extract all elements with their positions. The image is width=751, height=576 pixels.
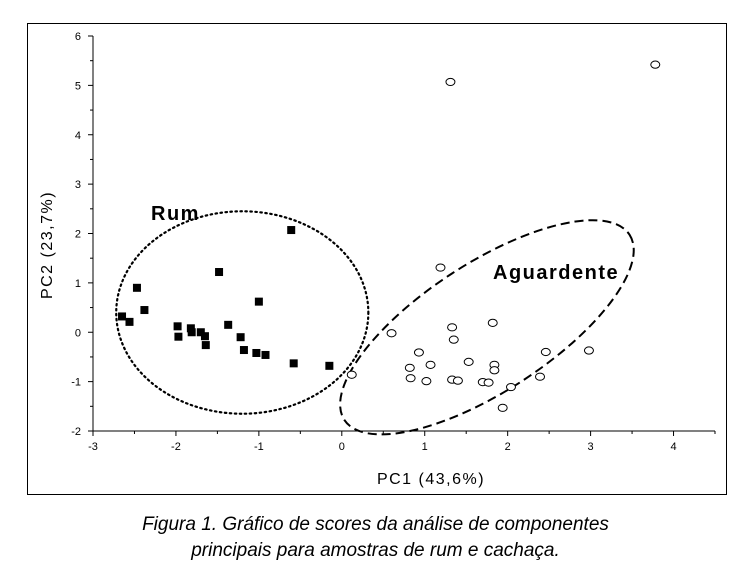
x-tick-label: 1 — [422, 441, 428, 453]
point-rum — [118, 312, 127, 321]
pca-scores-chart: -3 -2 -1 0 1 2 3 4 -2 -1 0 1 2 3 4 5 6 PC1 (43,6%) PC2 (… — [39, 31, 716, 488]
point-aguardente — [405, 374, 416, 383]
point-aguardente — [421, 377, 432, 386]
point-rum — [132, 283, 141, 292]
point-aguardente — [489, 366, 500, 375]
y-tick-label: 4 — [75, 130, 81, 142]
point-aguardente — [386, 329, 397, 338]
point-rum — [125, 317, 134, 326]
point-aguardente — [425, 360, 436, 369]
ellipse-aguardente — [339, 219, 635, 436]
y-tick-label: -2 — [71, 426, 81, 438]
figure-caption-line1: Figura 1. Gráfico de scores da análise d… — [142, 514, 609, 535]
point-rum — [173, 322, 182, 331]
y-tick-label: 6 — [75, 31, 81, 43]
y-tick-label: 3 — [75, 179, 81, 191]
labels: PC1 (43,6%) PC2 (23,7%) Rum Aguardente — [39, 191, 619, 488]
point-rum — [252, 348, 261, 357]
point-rum — [289, 359, 298, 368]
point-rum — [261, 350, 270, 359]
point-rum — [325, 361, 334, 370]
y-axis-title: PC2 (23,7%) — [39, 191, 56, 299]
point-rum — [224, 320, 233, 329]
x-tick-label: -1 — [254, 441, 264, 453]
point-aguardente — [505, 382, 516, 392]
point-aguardente — [535, 372, 546, 381]
point-aguardente — [435, 263, 446, 272]
point-aguardente — [583, 346, 594, 355]
group-label-rum: Rum — [151, 203, 200, 225]
data-points — [118, 60, 661, 412]
point-aguardente — [487, 318, 498, 327]
point-aguardente — [413, 348, 424, 357]
x-tick-label: 4 — [670, 441, 676, 453]
point-aguardente — [404, 363, 415, 372]
point-rum — [254, 297, 263, 306]
x-tick-label: -2 — [171, 441, 181, 453]
x-tick-label: 0 — [339, 441, 345, 453]
x-tick-label: -3 — [88, 441, 98, 453]
point-rum — [140, 306, 149, 315]
point-aguardente — [452, 376, 463, 385]
point-rum — [215, 268, 224, 277]
point-rum — [196, 328, 205, 337]
point-rum — [187, 328, 196, 337]
point-aguardente — [497, 403, 508, 412]
point-aguardente — [448, 335, 459, 344]
point-rum — [200, 332, 209, 341]
point-aguardente — [445, 77, 456, 87]
point-aguardente — [463, 357, 474, 366]
point-rum — [287, 226, 296, 235]
point-aguardente — [346, 370, 357, 379]
x-tick-label: 3 — [588, 441, 594, 453]
figure-caption-line2: principais para amostras de rum e cachaç… — [191, 540, 560, 561]
point-rum — [201, 341, 210, 350]
x-tick-label: 2 — [505, 441, 511, 453]
axes: -3 -2 -1 0 1 2 3 4 -2 -1 0 1 2 3 4 5 6 — [71, 31, 716, 453]
point-aguardente — [650, 60, 661, 69]
x-axis-title: PC1 (43,6%) — [377, 471, 485, 488]
point-rum — [239, 346, 248, 355]
y-tick-label: -1 — [71, 377, 81, 389]
figure-frame — [27, 23, 727, 495]
ellipse-rum — [115, 210, 370, 415]
point-aguardente — [447, 323, 458, 332]
group-label-aguardente: Aguardente — [493, 262, 619, 284]
y-tick-label: 2 — [75, 229, 81, 241]
point-rum — [174, 332, 183, 341]
group-ellipses — [115, 210, 635, 436]
y-tick-label: 0 — [75, 327, 81, 339]
point-rum — [236, 333, 245, 342]
y-tick-label: 1 — [75, 278, 81, 290]
point-aguardente — [540, 347, 551, 357]
y-tick-label: 5 — [75, 80, 81, 92]
point-aguardente — [483, 378, 494, 387]
